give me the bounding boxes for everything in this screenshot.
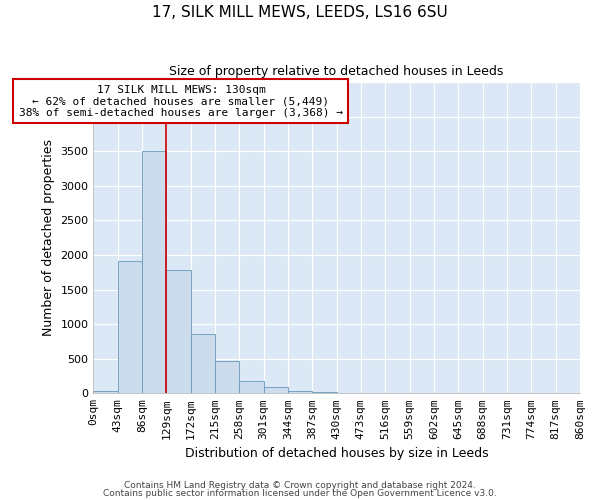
Bar bbox=[288, 390, 312, 394]
Text: Contains HM Land Registry data © Crown copyright and database right 2024.: Contains HM Land Registry data © Crown c… bbox=[124, 480, 476, 490]
Y-axis label: Number of detached properties: Number of detached properties bbox=[41, 139, 55, 336]
Text: 17, SILK MILL MEWS, LEEDS, LS16 6SU: 17, SILK MILL MEWS, LEEDS, LS16 6SU bbox=[152, 5, 448, 20]
Bar bbox=[239, 381, 263, 394]
Bar bbox=[93, 391, 118, 394]
Bar bbox=[142, 151, 166, 394]
Bar bbox=[312, 392, 337, 394]
Bar bbox=[215, 362, 239, 394]
Bar bbox=[191, 334, 215, 394]
Bar bbox=[118, 261, 142, 394]
X-axis label: Distribution of detached houses by size in Leeds: Distribution of detached houses by size … bbox=[185, 447, 488, 460]
Bar bbox=[263, 387, 288, 394]
Text: 17 SILK MILL MEWS: 130sqm
← 62% of detached houses are smaller (5,449)
38% of se: 17 SILK MILL MEWS: 130sqm ← 62% of detac… bbox=[19, 84, 343, 118]
Title: Size of property relative to detached houses in Leeds: Size of property relative to detached ho… bbox=[169, 65, 504, 78]
Bar bbox=[166, 270, 191, 394]
Text: Contains public sector information licensed under the Open Government Licence v3: Contains public sector information licen… bbox=[103, 489, 497, 498]
